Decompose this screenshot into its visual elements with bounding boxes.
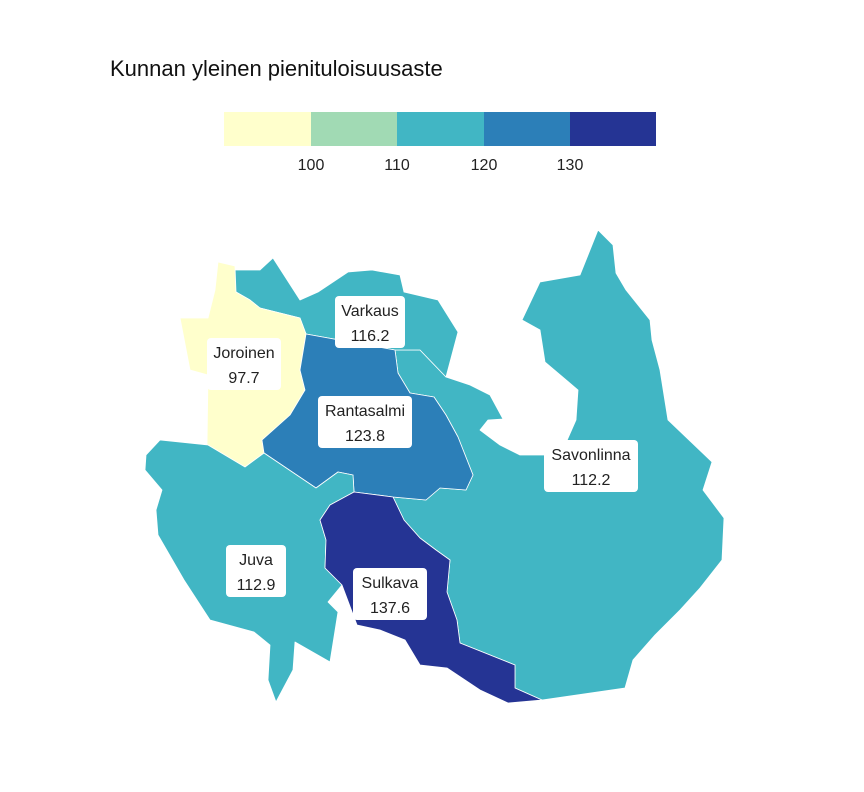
region-label-box [353,568,427,620]
legend-tick-label: 100 [298,157,325,174]
region-sulkava[interactable] [319,491,543,704]
region-label-box [544,440,638,492]
region-value: 116.2 [351,328,390,345]
legend-swatch-4 [484,112,570,146]
region-label: Rantasalmi 123.8 [318,396,412,448]
region-value: 97.7 [228,370,259,387]
region-label-box [207,338,281,390]
region-value: 112.9 [237,577,276,594]
legend-swatch-5 [570,112,656,146]
region-label-box [318,396,412,448]
region-label: Savonlinna 112.2 [544,440,638,492]
region-label-box [335,296,405,348]
legend-swatch-1 [224,112,311,146]
legend-tick-label: 110 [384,157,410,174]
region-label-box [226,545,286,597]
region-label: Varkaus 116.2 [335,296,405,348]
color-legend: 100 110 120 130 [224,112,656,174]
legend-tick-label: 130 [557,157,584,174]
region-name: Joroinen [213,345,274,362]
region-label: Sulkava 137.6 [353,568,427,620]
region-name: Savonlinna [551,447,630,464]
map-title: Kunnan yleinen pienituloisuusaste [110,56,443,81]
legend-swatch-2 [311,112,397,146]
region-name: Sulkava [362,575,419,592]
region-value: 137.6 [370,600,410,617]
region-label: Juva 112.9 [226,545,286,597]
legend-swatch-3 [397,112,484,146]
region-name: Varkaus [341,303,399,320]
region-name: Juva [239,552,273,569]
region-label: Joroinen 97.7 [207,338,281,390]
region-value: 112.2 [572,472,611,489]
region-name: Rantasalmi [325,403,405,420]
region-value: 123.8 [345,428,385,445]
legend-tick-label: 120 [471,157,498,174]
